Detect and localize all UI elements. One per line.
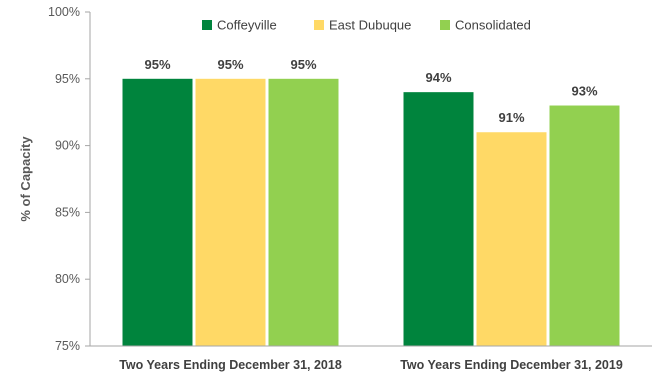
legend-label: Coffeyville [217, 18, 277, 33]
data-label: 94% [425, 70, 451, 85]
data-label: 91% [498, 110, 524, 125]
y-tick-label: 90% [55, 139, 80, 153]
legend-swatch [440, 20, 450, 30]
y-axis-label: % of Capacity [18, 136, 33, 222]
legend-swatch [314, 20, 324, 30]
y-tick-label: 100% [48, 5, 80, 19]
x-category-label: Two Years Ending December 31, 2018 [119, 358, 342, 372]
y-tick-label: 85% [55, 205, 80, 219]
y-tick-label: 95% [55, 72, 80, 86]
legend-label: East Dubuque [329, 18, 411, 33]
bar-east-dubuque [195, 78, 266, 347]
bars: 95% 95% 95% 94% 91% 93% [122, 57, 620, 347]
bar-consolidated [549, 105, 620, 347]
x-axis: Two Years Ending December 31, 2018 Two Ye… [90, 345, 652, 372]
bar-east-dubuque [476, 132, 547, 346]
data-label: 95% [290, 57, 316, 72]
y-tick-label: 75% [55, 339, 80, 353]
x-category-label: Two Years Ending December 31, 2019 [400, 358, 623, 372]
legend-label: Consolidated [455, 18, 531, 33]
bar-coffeyville [403, 92, 474, 346]
bar-consolidated [268, 78, 339, 347]
y-tick-label: 80% [55, 272, 80, 286]
legend: Coffeyville East Dubuque Consolidated [202, 18, 531, 33]
data-label: 93% [571, 84, 597, 99]
legend-swatch [202, 20, 212, 30]
data-label: 95% [217, 57, 243, 72]
y-axis: 75% 80% 85% 90% 95% 100% [48, 5, 91, 353]
bar-coffeyville [122, 78, 193, 347]
data-label: 95% [144, 57, 170, 72]
